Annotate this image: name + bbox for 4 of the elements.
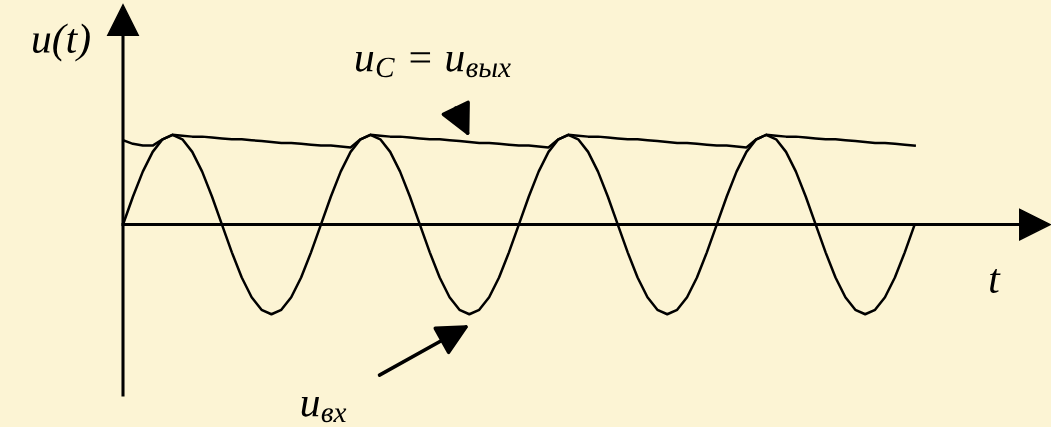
y-axis-title: u(t): [33, 23, 90, 62]
text: u$_{вх}$: [301, 397, 347, 423]
x-axis-title: t: [990, 269, 1001, 293]
series-label: u$_{C}$ = u$_{вых}$: [355, 52, 511, 78]
